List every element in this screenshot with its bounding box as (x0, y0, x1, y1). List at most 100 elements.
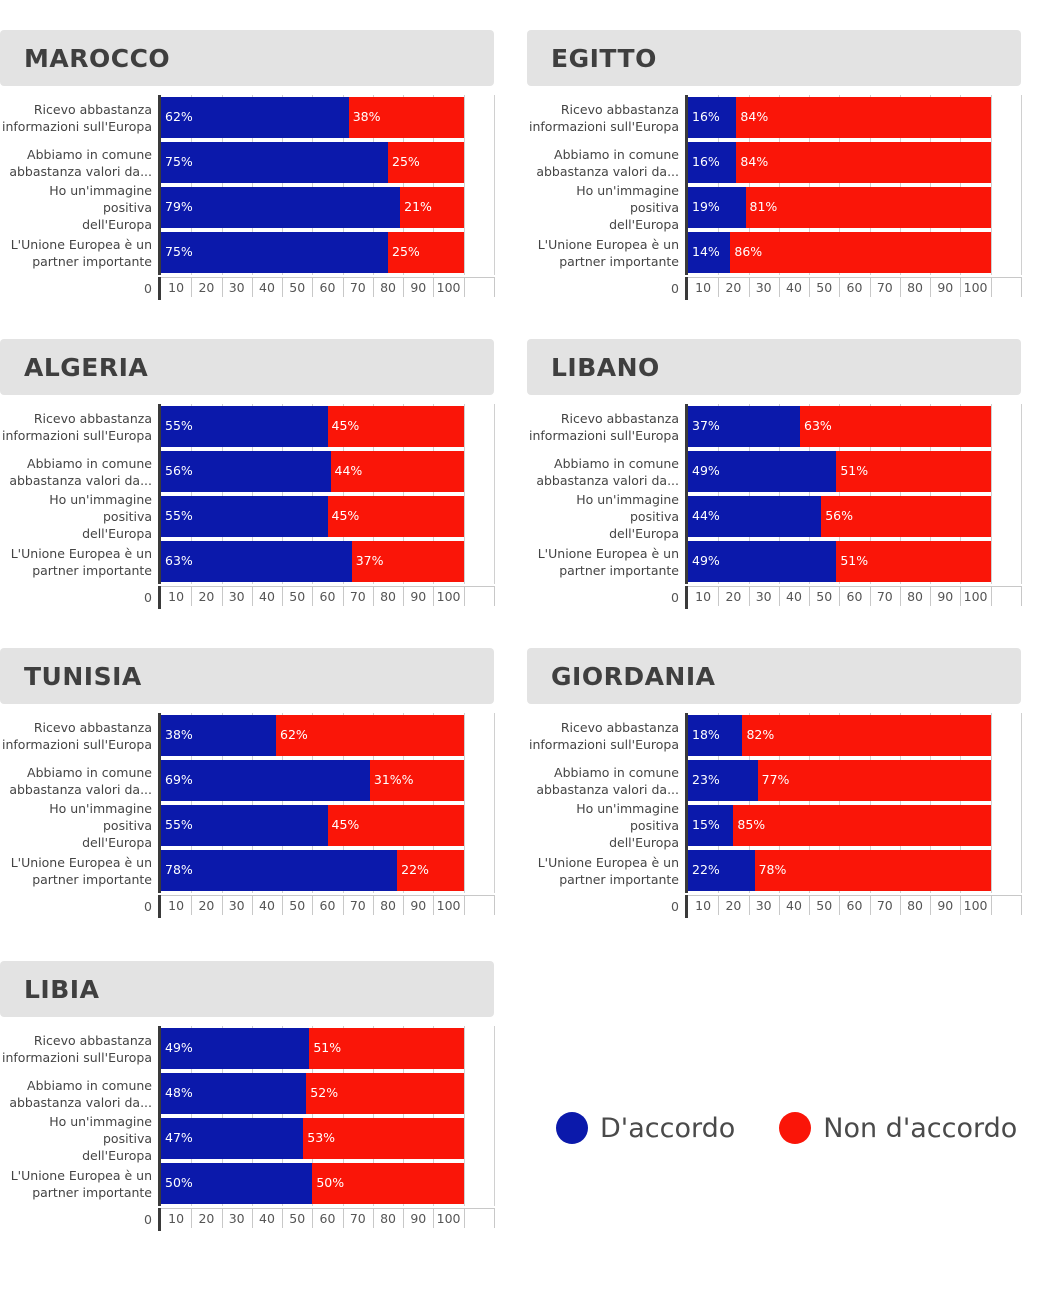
axis-tick-label: 70 (876, 589, 893, 604)
axis-tick (221, 1208, 223, 1228)
category-label: L'Unione Europea è un partner importante (527, 848, 685, 893)
panel-title: LIBIA (24, 974, 100, 1004)
axis-zero-label: 0 (144, 590, 152, 605)
category-label-line: L'Unione Europea è un (10, 854, 152, 870)
axis-tick (251, 1208, 253, 1228)
bar-track: 56% 44% (158, 449, 495, 494)
bar-segment-agree: 75% (161, 232, 389, 273)
axis-tick (1021, 277, 1022, 297)
category-label: Ricevo abbastanza informazioni sull'Europ… (0, 95, 158, 140)
axis-tick-label: 100 (436, 280, 461, 295)
bar-segment-agree: 56% (161, 451, 331, 492)
x-axis: 0 10 20 30 40 50 60 70 80 90 100 (527, 586, 1022, 609)
axis-tick (282, 1208, 284, 1228)
legend-item[interactable]: Non d'accordo (779, 1112, 1017, 1144)
category-label-line: Ricevo abbastanza (33, 1032, 152, 1048)
axis-tick (960, 895, 962, 915)
category-label: L'Unione Europea è un partner importante (0, 230, 158, 275)
bar-segment-disagree: 31%% (369, 760, 464, 801)
bar-value-label: 14% (692, 244, 720, 260)
panel-title: LIBANO (551, 352, 660, 382)
bar-segment-agree: 14% (688, 232, 731, 273)
axis-tick-label: 40 (259, 1211, 275, 1226)
bar-segment-agree: 78% (161, 850, 398, 891)
bar-track: 22% 78% (685, 848, 1022, 893)
category-label: Abbiamo in comune abbastanza valori da... (0, 1071, 158, 1116)
stacked-bar: 16% 84% (688, 97, 1021, 138)
category-label-line: L'Unione Europea è un (10, 545, 152, 561)
category-label: Abbiamo in comune abbastanza valori da... (527, 449, 685, 494)
bar-value-label: 47% (165, 1130, 193, 1146)
stacked-bar: 50% 50% (161, 1163, 494, 1204)
axis-tick-label: 30 (228, 589, 245, 604)
axis-tick-label: 10 (695, 280, 712, 295)
bar-value-label: 56% (165, 463, 193, 479)
bar-segment-disagree: 84% (736, 142, 991, 183)
legend-item[interactable]: D'accordo (556, 1112, 735, 1144)
bar-segment-disagree: 51% (836, 451, 991, 492)
axis-tick-label: 60 (846, 898, 863, 913)
axis-tick (930, 895, 932, 915)
stacked-bar: 78% 22% (161, 850, 494, 891)
category-label: Abbiamo in comune abbastanza valori da... (527, 140, 685, 185)
axis-tick (403, 1208, 405, 1228)
panel-title: ALGERIA (24, 352, 149, 382)
axis-tick (930, 277, 932, 297)
axis-tick-label: 90 (410, 898, 427, 913)
category-label-line: L'Unione Europea è un (537, 545, 679, 561)
category-label-line: dell'Europa (609, 526, 679, 541)
axis-tick (494, 277, 495, 297)
axis-tick-label: 10 (695, 898, 712, 913)
axis-zero-label: 0 (671, 899, 679, 914)
axis-rule (688, 586, 1021, 587)
chart-bar-row: Ho un'immagine positiva dell'Europa 55% 45% (0, 492, 495, 541)
bar-segment-disagree: 78% (754, 850, 991, 891)
axis-tick (463, 895, 465, 915)
axis-tick-label: 70 (349, 280, 366, 295)
axis-tick-label: 70 (876, 280, 893, 295)
gridline (1021, 713, 1022, 758)
bar-value-label: 62% (165, 109, 193, 125)
axis-zero-label: 0 (671, 281, 679, 296)
axis-tick (960, 586, 962, 606)
legend-label: D'accordo (600, 1112, 736, 1144)
axis-tick-label: 30 (228, 1211, 245, 1226)
gridline (494, 758, 495, 803)
bar-value-label: 45% (331, 508, 360, 524)
bar-segment-agree: 75% (161, 142, 389, 183)
chart-bar-row: Abbiamo in comune abbastanza valori da...… (0, 1071, 495, 1116)
axis-zero-label: 0 (144, 899, 152, 914)
chart-bar-row: Ho un'immagine positiva dell'Europa 79% 21% (0, 183, 495, 232)
chart-bar-row: Abbiamo in comune abbastanza valori da...… (0, 449, 495, 494)
axis-tick-label: 100 (963, 280, 988, 295)
panel-header: LIBANO (527, 339, 1021, 395)
axis-tick-label: 20 (725, 898, 742, 913)
chart-bar-row: Ho un'immagine positiva dell'Europa 44% 56% (527, 492, 1022, 541)
chart-plot-area: Ricevo abbastanza informazioni sull'Europ… (527, 713, 1022, 895)
bar-value-label: 52% (310, 1085, 339, 1101)
axis-tick (1021, 895, 1022, 915)
axis-tick-label: 30 (755, 280, 772, 295)
axis-tick-label: 20 (198, 1211, 215, 1226)
x-axis: 0 10 20 30 40 50 60 70 80 90 100 (0, 895, 495, 918)
bar-track: 48% 52% (158, 1071, 495, 1116)
category-label-line: L'Unione Europea è un (537, 854, 679, 870)
bar-value-label: 37% (692, 418, 720, 434)
axis-tick (839, 586, 841, 606)
axis-tick (1021, 586, 1022, 606)
bar-value-label: 49% (165, 1040, 193, 1056)
gridline (494, 494, 495, 539)
panel-header: GIORDANIA (527, 648, 1021, 704)
axis-tick-label: 20 (198, 589, 215, 604)
bar-value-label: 84% (740, 109, 769, 125)
bar-value-label: 55% (165, 508, 193, 524)
category-label-line: partner importante (32, 562, 152, 578)
chart-plot-area: Ricevo abbastanza informazioni sull'Europ… (0, 713, 495, 895)
bar-segment-disagree: 45% (327, 805, 464, 846)
bar-value-label: 85% (737, 817, 766, 833)
bar-value-label: 75% (165, 244, 193, 260)
axis-tick (494, 1208, 495, 1228)
panel-header: TUNISIA (0, 648, 494, 704)
axis-track: 10 20 30 40 50 60 70 80 90 100 (685, 277, 1022, 300)
